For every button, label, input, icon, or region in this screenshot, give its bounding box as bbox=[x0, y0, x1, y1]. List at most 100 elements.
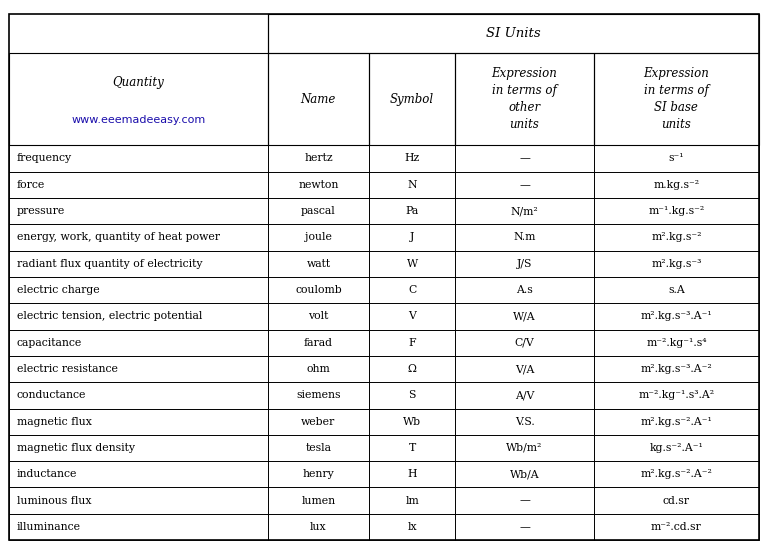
Bar bbox=[268, 303, 369, 329]
Text: H: H bbox=[407, 469, 417, 479]
Text: s⁻¹: s⁻¹ bbox=[668, 153, 684, 163]
Bar bbox=[9, 172, 268, 198]
Text: joule: joule bbox=[305, 233, 332, 243]
Bar bbox=[455, 53, 594, 145]
Text: Hz: Hz bbox=[405, 153, 420, 163]
Bar bbox=[369, 329, 455, 356]
Text: N/m²: N/m² bbox=[511, 206, 538, 216]
Bar bbox=[594, 409, 759, 435]
Bar bbox=[369, 356, 455, 382]
Bar bbox=[455, 382, 594, 409]
Text: m⁻².kg⁻¹.s⁴: m⁻².kg⁻¹.s⁴ bbox=[646, 338, 707, 348]
Bar bbox=[268, 487, 369, 514]
Text: m⁻².kg⁻¹.s³.A²: m⁻².kg⁻¹.s³.A² bbox=[638, 390, 714, 400]
Bar bbox=[594, 382, 759, 409]
Bar bbox=[9, 514, 268, 540]
Bar bbox=[369, 435, 455, 461]
Bar bbox=[9, 487, 268, 514]
Bar bbox=[455, 329, 594, 356]
Bar bbox=[455, 356, 594, 382]
Text: capacitance: capacitance bbox=[17, 338, 82, 348]
Bar bbox=[268, 329, 369, 356]
Text: Name: Name bbox=[301, 93, 336, 106]
Text: —: — bbox=[519, 180, 530, 190]
Text: m².kg.s⁻²: m².kg.s⁻² bbox=[651, 233, 702, 243]
Text: m².kg.s⁻³.A⁻²: m².kg.s⁻³.A⁻² bbox=[641, 364, 712, 374]
Bar bbox=[9, 303, 268, 329]
Text: T: T bbox=[409, 443, 415, 453]
Text: lx: lx bbox=[407, 522, 417, 532]
Bar bbox=[594, 224, 759, 251]
Text: inductance: inductance bbox=[17, 469, 78, 479]
Text: J/S: J/S bbox=[517, 258, 532, 269]
Text: magnetic flux: magnetic flux bbox=[17, 417, 91, 427]
Bar bbox=[455, 409, 594, 435]
Text: W/A: W/A bbox=[513, 311, 536, 321]
Bar bbox=[369, 277, 455, 303]
Text: A/V: A/V bbox=[515, 390, 535, 400]
Bar bbox=[594, 461, 759, 487]
Bar bbox=[268, 251, 369, 277]
Text: Ω: Ω bbox=[408, 364, 416, 374]
Text: lux: lux bbox=[310, 522, 326, 532]
Text: force: force bbox=[17, 180, 45, 190]
Bar bbox=[594, 277, 759, 303]
Bar bbox=[594, 487, 759, 514]
Text: F: F bbox=[409, 338, 416, 348]
Bar bbox=[594, 53, 759, 145]
Bar bbox=[9, 329, 268, 356]
Text: A.s: A.s bbox=[516, 285, 533, 295]
Bar bbox=[268, 14, 759, 53]
Bar bbox=[9, 435, 268, 461]
Bar bbox=[455, 461, 594, 487]
Text: m.kg.s⁻²: m.kg.s⁻² bbox=[654, 180, 700, 190]
Text: cd.sr: cd.sr bbox=[663, 496, 690, 505]
Bar bbox=[9, 356, 268, 382]
Bar bbox=[9, 382, 268, 409]
Text: m².kg.s⁻³: m².kg.s⁻³ bbox=[651, 258, 701, 269]
Text: luminous flux: luminous flux bbox=[17, 496, 91, 505]
Bar bbox=[369, 145, 455, 172]
Bar bbox=[594, 356, 759, 382]
Bar bbox=[268, 53, 369, 145]
Text: Pa: Pa bbox=[406, 206, 419, 216]
Bar bbox=[9, 198, 268, 224]
Bar bbox=[268, 145, 369, 172]
Text: —: — bbox=[519, 522, 530, 532]
Text: weber: weber bbox=[301, 417, 336, 427]
Text: S: S bbox=[409, 390, 415, 400]
Text: m⁻².cd.sr: m⁻².cd.sr bbox=[651, 522, 702, 532]
Bar bbox=[455, 303, 594, 329]
Text: frequency: frequency bbox=[17, 153, 72, 163]
Text: Wb/A: Wb/A bbox=[510, 469, 539, 479]
Text: ohm: ohm bbox=[306, 364, 330, 374]
Text: coulomb: coulomb bbox=[295, 285, 342, 295]
Bar bbox=[455, 251, 594, 277]
Bar bbox=[268, 435, 369, 461]
Bar bbox=[9, 277, 268, 303]
Text: m².kg.s⁻².A⁻²: m².kg.s⁻².A⁻² bbox=[641, 469, 712, 479]
Bar bbox=[455, 224, 594, 251]
Bar bbox=[455, 172, 594, 198]
Bar bbox=[455, 514, 594, 540]
Text: farad: farad bbox=[304, 338, 333, 348]
Bar bbox=[455, 145, 594, 172]
Text: Symbol: Symbol bbox=[390, 93, 434, 106]
Bar bbox=[369, 461, 455, 487]
Bar bbox=[594, 329, 759, 356]
Bar bbox=[594, 198, 759, 224]
Text: V/A: V/A bbox=[515, 364, 535, 374]
Text: henry: henry bbox=[303, 469, 334, 479]
Bar bbox=[594, 303, 759, 329]
Text: lumen: lumen bbox=[301, 496, 336, 505]
Bar bbox=[268, 356, 369, 382]
Text: C: C bbox=[408, 285, 416, 295]
Bar bbox=[369, 303, 455, 329]
Text: illuminance: illuminance bbox=[17, 522, 81, 532]
Bar bbox=[455, 435, 594, 461]
Bar bbox=[594, 251, 759, 277]
Text: electric charge: electric charge bbox=[17, 285, 100, 295]
Text: pressure: pressure bbox=[17, 206, 65, 216]
Text: pascal: pascal bbox=[301, 206, 336, 216]
Bar bbox=[268, 461, 369, 487]
